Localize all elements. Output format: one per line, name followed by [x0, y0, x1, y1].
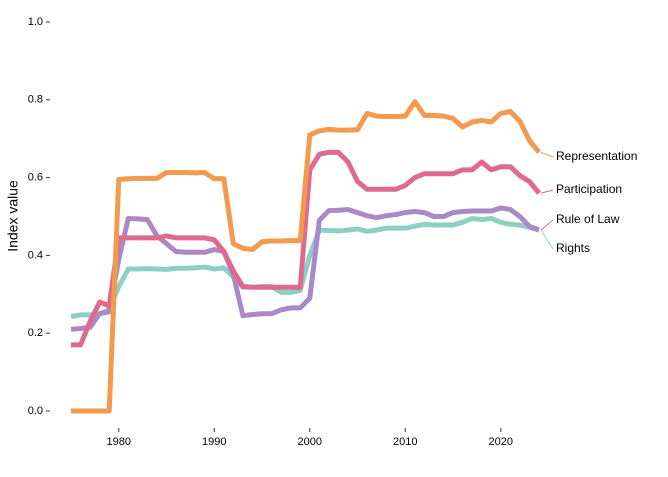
series-line: [71, 149, 541, 348]
label-leader: [540, 229, 554, 250]
label-leader: [540, 219, 554, 231]
x-tick-label: 2000: [298, 436, 322, 448]
label-leader: [540, 151, 554, 158]
series-label: Participation: [556, 182, 622, 196]
series-line: [70, 205, 540, 332]
series-line: [71, 99, 541, 414]
x-tick-label: 1980: [107, 436, 131, 448]
series-label: Representation: [556, 149, 637, 163]
y-axis-label: Index value: [5, 180, 21, 252]
series-line: [70, 215, 540, 319]
label-leader: [540, 189, 554, 194]
y-tick-label: 0.6: [28, 172, 43, 184]
y-tick-label: 0.4: [28, 249, 43, 261]
x-tick-label: 2020: [489, 436, 513, 448]
y-tick-label: 0.8: [28, 94, 43, 106]
y-tick-label: 0.2: [28, 327, 43, 339]
y-tick-label: 0.0: [28, 405, 43, 417]
x-tick-label: 1990: [202, 436, 226, 448]
series-label: Rule of Law: [556, 212, 620, 226]
series-label: Rights: [556, 241, 590, 255]
x-tick-label: 2010: [393, 436, 417, 448]
y-tick-label: 1.0: [28, 16, 43, 28]
